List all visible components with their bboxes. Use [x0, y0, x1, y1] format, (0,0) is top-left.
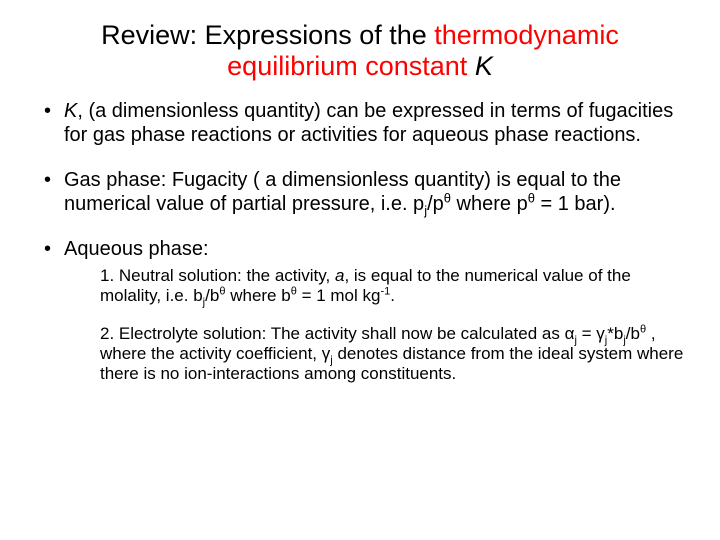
title-space — [467, 51, 475, 81]
bullet-1: K, (a dimensionless quantity) can be exp… — [64, 100, 684, 147]
bullet-3-label: Aqueous phase: — [64, 238, 209, 260]
bullet-3-sub-1: 1. Neutral solution: the activity, a, is… — [100, 266, 684, 306]
bullet-3-sub-2: 2. Electrolyte solution: The activity sh… — [100, 324, 684, 384]
title-prefix: Review: Expressions of the — [101, 20, 434, 50]
slide-title: Review: Expressions of the thermodynamic… — [36, 20, 684, 82]
bullet-3-sublist: 1. Neutral solution: the activity, a, is… — [64, 266, 684, 384]
title-k: K — [475, 51, 493, 81]
bullet-2: Gas phase: Fugacity ( a dimensionless qu… — [64, 169, 684, 216]
bullet-list: K, (a dimensionless quantity) can be exp… — [36, 100, 684, 384]
bullet-3: Aqueous phase: 1. Neutral solution: the … — [64, 238, 684, 384]
